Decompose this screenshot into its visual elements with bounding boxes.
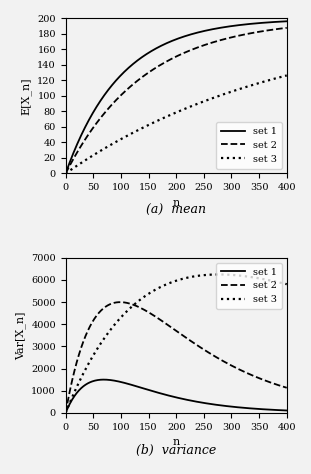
set 3 (175, 109, 179, 115)
Line: set 3: set 3 (66, 274, 287, 413)
set 2 (175, 329, 179, 335)
set 3 (143, 124, 147, 129)
set 3 (64, 410, 67, 416)
Line: set 1: set 1 (66, 380, 287, 413)
set 1 (205, 401, 209, 406)
set 3 (185, 105, 188, 111)
set 2 (226, 361, 230, 367)
Line: set 3: set 3 (66, 75, 287, 173)
set 1 (144, 386, 148, 392)
set 1 (226, 24, 230, 29)
set 3 (64, 171, 67, 176)
X-axis label: n: n (173, 437, 180, 447)
set 2 (118, 299, 122, 305)
set 1 (205, 27, 208, 33)
set 2 (285, 25, 289, 31)
set 2 (144, 308, 148, 313)
set 3 (185, 275, 188, 281)
set 1 (175, 36, 179, 42)
set 1 (226, 403, 230, 409)
set 3 (217, 272, 220, 277)
set 1 (185, 397, 189, 403)
set 2 (64, 410, 67, 416)
set 2 (185, 336, 189, 341)
set 1 (185, 33, 188, 38)
set 3 (143, 293, 147, 299)
set 2 (285, 385, 289, 391)
set 1 (143, 52, 147, 58)
set 1 (175, 395, 179, 401)
Y-axis label: E[X_n]: E[X_n] (21, 77, 32, 115)
set 2 (64, 171, 67, 176)
set 3 (205, 98, 208, 103)
set 2 (226, 36, 230, 41)
Line: set 2: set 2 (66, 302, 287, 413)
set 3 (285, 73, 289, 78)
set 1 (64, 410, 67, 416)
set 2 (92, 316, 96, 322)
set 3 (226, 90, 230, 96)
Line: set 1: set 1 (66, 21, 287, 173)
Y-axis label: Var[X_n]: Var[X_n] (15, 311, 26, 360)
set 2 (175, 54, 179, 59)
Text: (a)  mean: (a) mean (146, 204, 206, 218)
set 3 (92, 351, 96, 356)
set 2 (92, 123, 96, 129)
set 3 (285, 282, 289, 287)
Text: (b)  variance: (b) variance (136, 444, 216, 457)
set 3 (226, 272, 230, 278)
set 2 (205, 42, 208, 47)
set 1 (92, 108, 96, 113)
set 2 (205, 349, 209, 355)
set 1 (102, 377, 106, 383)
X-axis label: n: n (173, 198, 180, 208)
set 3 (92, 152, 96, 157)
set 1 (285, 18, 289, 24)
set 1 (64, 171, 67, 176)
set 3 (175, 278, 179, 283)
Legend: set 1, set 2, set 3: set 1, set 2, set 3 (216, 263, 282, 309)
set 1 (92, 378, 96, 383)
Legend: set 1, set 2, set 3: set 1, set 2, set 3 (216, 122, 282, 169)
set 2 (143, 72, 147, 78)
set 1 (285, 408, 289, 413)
Line: set 2: set 2 (66, 28, 287, 173)
set 3 (205, 272, 208, 278)
set 2 (185, 49, 188, 55)
